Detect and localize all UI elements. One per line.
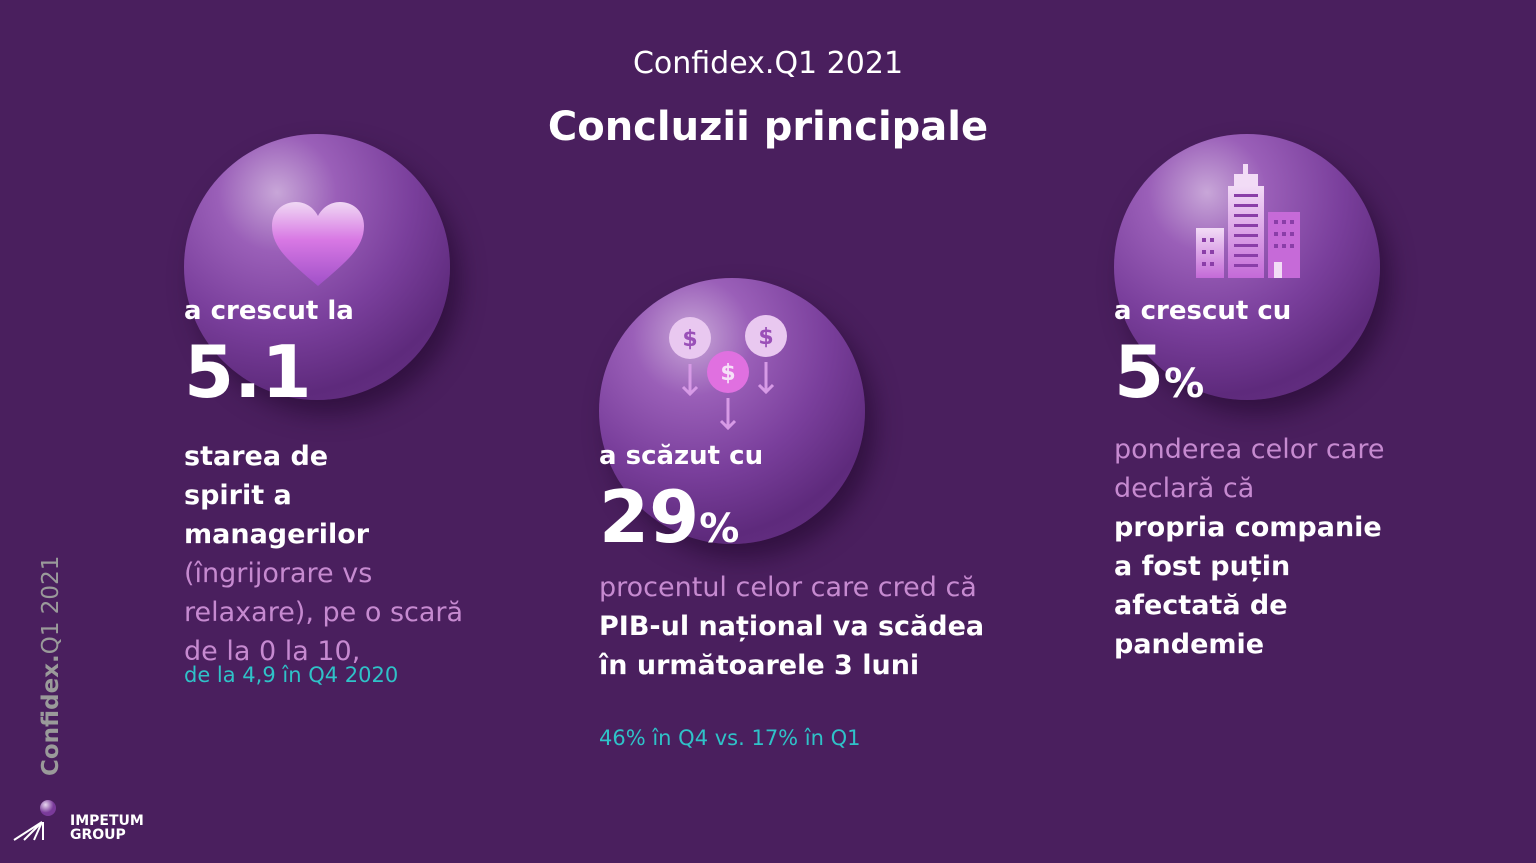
sphere-2: [599, 278, 865, 544]
buildings-icon: [1196, 164, 1300, 278]
card-2-pink-text: procentul celor care cred că: [599, 572, 977, 603]
card-3-description: ponderea celor care declară că propria c…: [1114, 430, 1414, 664]
side-label-rest: Q1 2021: [38, 555, 64, 655]
card-3-white-text: propria companie a fost puțin afectată d…: [1114, 512, 1382, 660]
card-1-description: starea de spirit a managerilor (îngrijor…: [184, 437, 484, 671]
side-label: Confidex.Q1 2021: [38, 556, 64, 776]
logo-text: IMPETUM GROUP: [70, 814, 144, 842]
card-2-number: 29: [599, 475, 700, 559]
logo-mark-icon: [13, 800, 56, 841]
logo-line-1: IMPETUM: [70, 813, 144, 829]
card-2-unit: %: [699, 506, 740, 552]
card-1-white-text: starea de spirit a managerilor: [184, 441, 370, 550]
card-2-description: procentul celor care cred că PIB-ul nați…: [599, 568, 999, 685]
page-title: Concluzii principale: [547, 104, 989, 150]
report-subtitle: Confidex.Q1 2021: [632, 46, 904, 81]
svg-text:$: $: [720, 361, 735, 386]
card-3-pink-text: ponderea celor care declară că: [1114, 434, 1385, 504]
dollar-coins-down-icon: $ $ $: [669, 315, 787, 431]
heart-icon: [272, 202, 364, 286]
card-3-number: 5: [1114, 330, 1165, 414]
card-2-lead: a scăzut cu: [599, 441, 764, 471]
card-1-value: 5.1: [184, 330, 312, 414]
card-1-lead: a crescut la: [184, 296, 354, 326]
card-1-pink-text: (îngrijorare vs relaxare), pe o scară de…: [184, 558, 464, 667]
card-3-lead: a crescut cu: [1114, 296, 1292, 326]
svg-text:$: $: [758, 325, 773, 350]
card-1-note: de la 4,9 în Q4 2020: [184, 663, 399, 687]
side-label-bold: Confidex.: [38, 654, 64, 776]
card-2-value: 29%: [599, 481, 739, 553]
impetum-logo: IMPETUM GROUP: [12, 798, 152, 848]
card-2-white-text: PIB-ul național va scădea în următoarele…: [599, 611, 985, 681]
card-3-value: 5%: [1114, 336, 1204, 408]
card-3-unit: %: [1164, 361, 1205, 407]
card-2-note: 46% în Q4 vs. 17% în Q1: [599, 726, 861, 750]
logo-line-2: GROUP: [70, 827, 126, 843]
svg-text:$: $: [682, 327, 697, 352]
